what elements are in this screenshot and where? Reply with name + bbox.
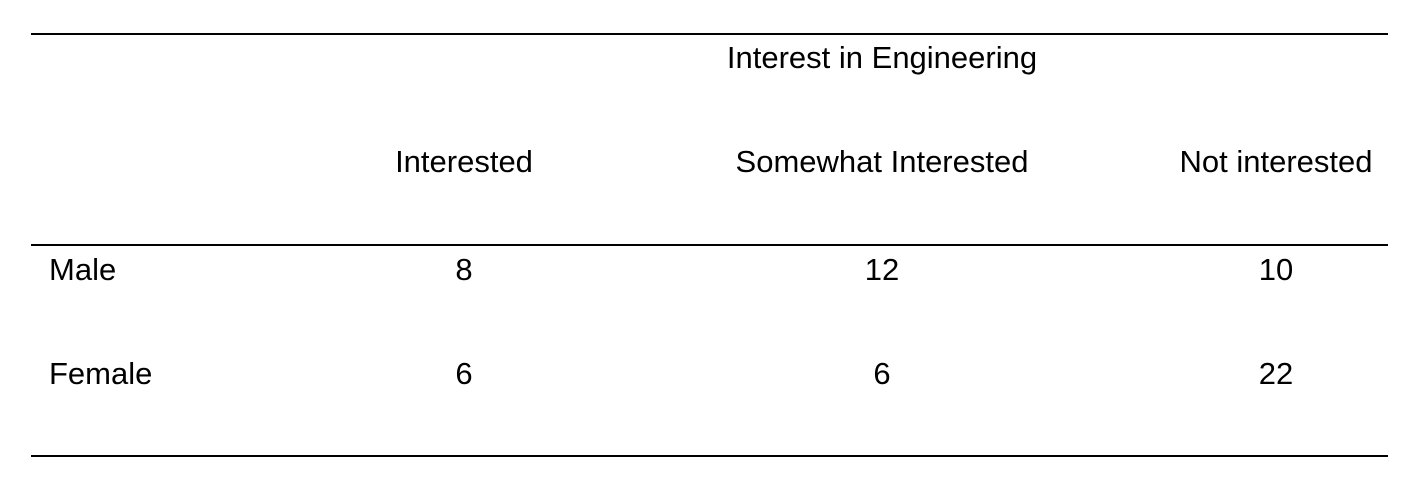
column-header-somewhat-interested: Somewhat Interested bbox=[735, 144, 1029, 179]
header-rule bbox=[31, 244, 1388, 246]
table-cell: 6 bbox=[455, 356, 473, 391]
table-cell: 8 bbox=[455, 252, 473, 287]
row-label-male: Male bbox=[49, 252, 117, 287]
column-spanner-heading: Interest in Engineering bbox=[726, 40, 1038, 75]
table-cell: 12 bbox=[864, 252, 900, 287]
table-cell: 10 bbox=[1258, 252, 1294, 287]
bottom-rule bbox=[31, 455, 1388, 457]
top-rule bbox=[31, 33, 1388, 35]
column-header-interested: Interested bbox=[395, 144, 533, 179]
row-label-female: Female bbox=[49, 356, 153, 391]
column-header-not-interested: Not interested bbox=[1179, 144, 1373, 179]
table-cell: 6 bbox=[873, 356, 891, 391]
table-cell: 22 bbox=[1258, 356, 1294, 391]
